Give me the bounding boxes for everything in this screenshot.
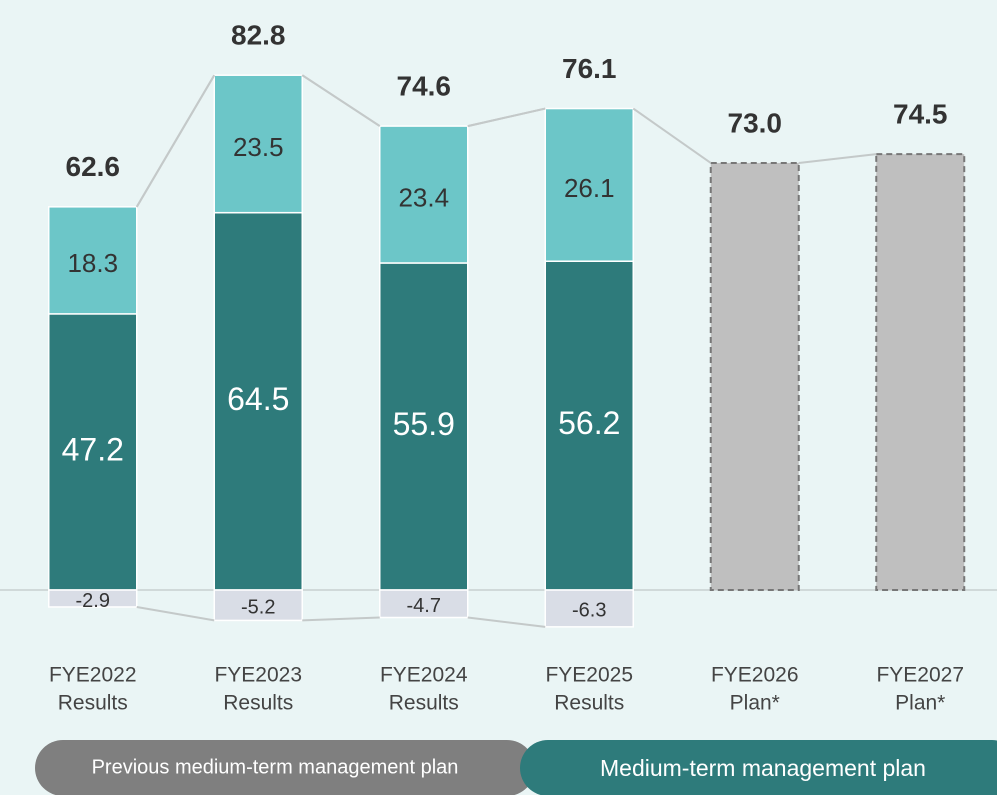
x-tick-label: FYE2027 [876, 664, 964, 687]
x-tick-label: FYE2023 [214, 664, 302, 687]
data-label: 56.2 [558, 405, 620, 441]
x-tick-label: Results [58, 692, 128, 715]
period-pill [35, 740, 535, 795]
x-tick-label: Results [389, 692, 459, 715]
period-label: Medium-term management plan [600, 755, 926, 781]
bar-segment [544, 589, 634, 628]
x-tick-label: FYE2024 [380, 664, 468, 687]
connector [467, 107, 546, 128]
bar-segment [213, 589, 303, 622]
connector [632, 107, 712, 164]
bar-segment [379, 125, 469, 264]
x-tick-label: Plan* [895, 692, 945, 715]
bar-segment [48, 313, 138, 591]
data-label: 64.5 [227, 381, 289, 417]
data-label: -5.2 [241, 596, 275, 618]
data-label: 47.2 [62, 431, 124, 467]
data-label: 55.9 [393, 406, 455, 442]
bar-segment [544, 260, 634, 591]
x-tick-label: Results [223, 692, 293, 715]
bar-segment [48, 589, 138, 608]
bar-segment [544, 107, 634, 262]
connector [467, 616, 546, 628]
total-label: 62.6 [66, 151, 121, 182]
connector [136, 605, 215, 622]
data-label: -2.9 [76, 590, 110, 612]
connector [301, 74, 381, 127]
bar-segment [379, 589, 469, 619]
total-label: 82.8 [231, 20, 286, 51]
data-label: 23.4 [398, 182, 449, 212]
x-tick-label: FYE2026 [711, 664, 799, 687]
connector [798, 153, 877, 164]
total-label: 74.5 [893, 99, 948, 130]
plan-bar [875, 153, 966, 592]
total-label: 76.1 [562, 53, 617, 84]
bar-segment [48, 206, 138, 315]
data-label: 18.3 [67, 248, 118, 278]
period-pill [520, 740, 997, 795]
total-label: 73.0 [728, 107, 783, 138]
total-label: 74.6 [397, 70, 452, 101]
x-tick-label: FYE2022 [49, 664, 137, 687]
data-label: 26.1 [564, 173, 615, 203]
bar-segment [213, 74, 303, 214]
x-tick-label: FYE2025 [545, 664, 633, 687]
data-label: -6.3 [572, 600, 606, 622]
data-label: -4.7 [407, 595, 441, 617]
x-tick-label: Plan* [730, 692, 780, 715]
plan-bar [709, 161, 800, 591]
period-label: Previous medium-term management plan [92, 756, 459, 778]
connector [302, 616, 380, 622]
bar-segment [379, 262, 469, 591]
x-tick-label: Results [554, 692, 624, 715]
connector [135, 74, 216, 208]
data-label: 23.5 [233, 132, 284, 162]
bar-segment [213, 211, 303, 591]
